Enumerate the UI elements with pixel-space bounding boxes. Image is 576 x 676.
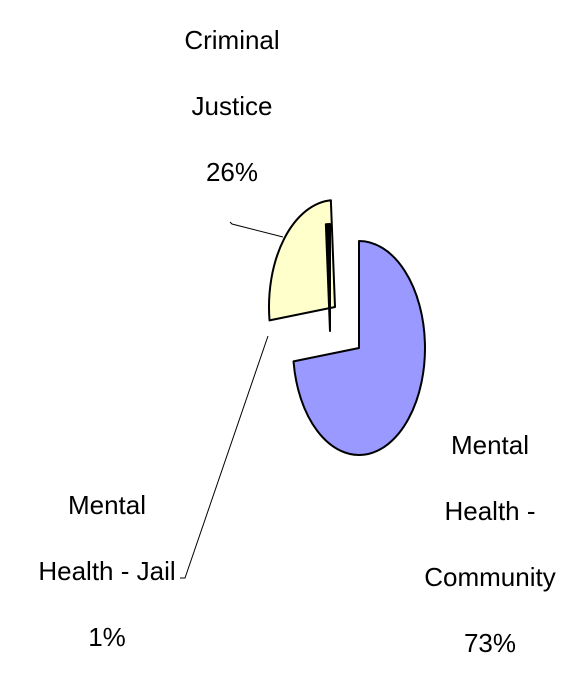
- pie-slice: [292, 240, 426, 456]
- leader-line: [180, 335, 269, 579]
- value-label: 1%: [88, 622, 126, 652]
- pie-slice: [324, 223, 331, 332]
- leader-line: [229, 221, 284, 238]
- pie-slice: [268, 199, 336, 322]
- slice-label: Mental Health - Jail 1%: [32, 472, 182, 670]
- category-label: Mental Health - Community: [424, 430, 556, 592]
- slice-label: Mental Health - Community 73%: [415, 412, 565, 676]
- category-label: Criminal Justice: [184, 25, 280, 121]
- slice-label: Criminal Justice 26%: [167, 7, 297, 205]
- category-label: Mental Health - Jail: [38, 490, 176, 586]
- value-label: 26%: [205, 157, 259, 187]
- value-label: 73%: [463, 628, 517, 658]
